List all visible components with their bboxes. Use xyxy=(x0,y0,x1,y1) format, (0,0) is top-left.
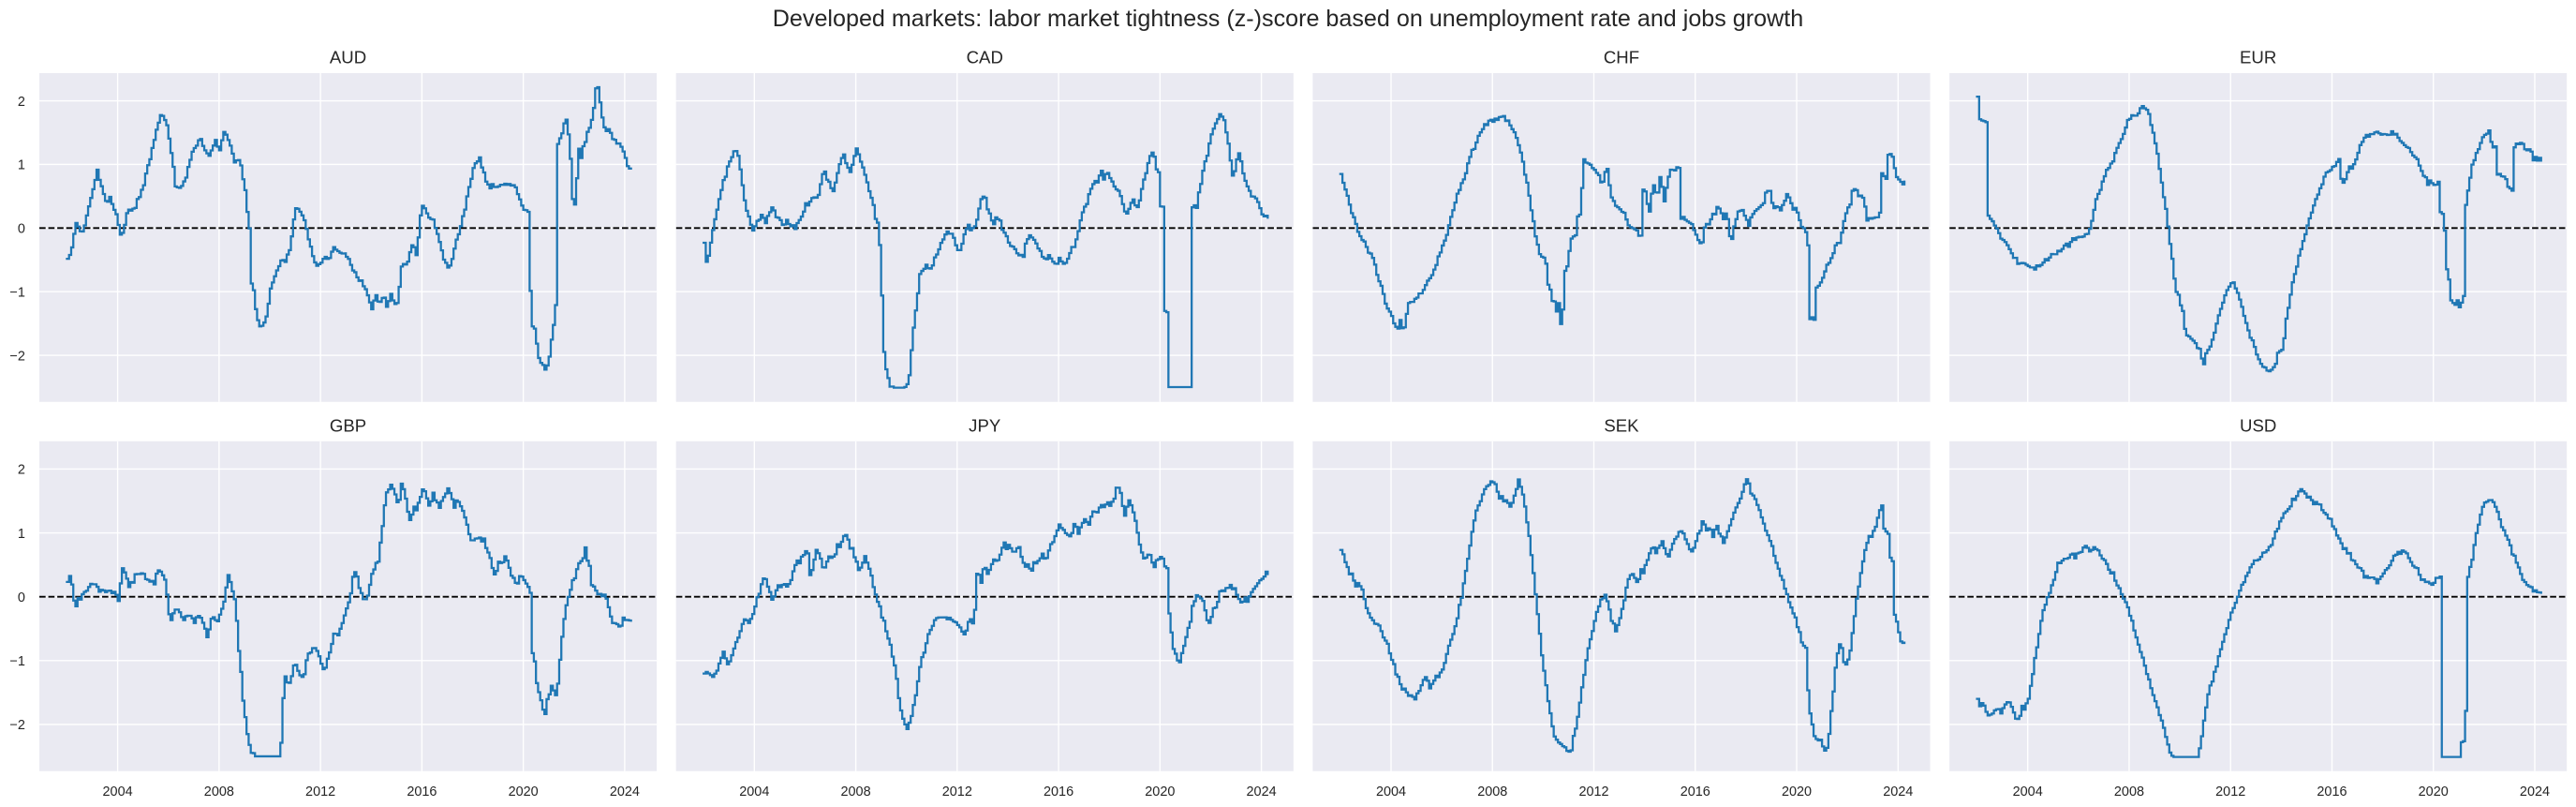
svg-text:2012: 2012 xyxy=(1578,785,1608,800)
svg-text:2016: 2016 xyxy=(1044,785,1073,800)
svg-text:2012: 2012 xyxy=(2215,785,2245,800)
svg-text:2020: 2020 xyxy=(509,785,539,800)
svg-text:2024: 2024 xyxy=(2520,785,2550,800)
svg-text:2008: 2008 xyxy=(204,785,234,800)
svg-text:2008: 2008 xyxy=(840,785,870,800)
svg-text:−2: −2 xyxy=(9,718,24,733)
svg-text:0: 0 xyxy=(18,222,25,237)
svg-text:2016: 2016 xyxy=(1680,785,1710,800)
svg-text:2020: 2020 xyxy=(1782,785,1812,800)
svg-text:2016: 2016 xyxy=(407,785,437,800)
svg-text:CAD: CAD xyxy=(967,48,1003,67)
svg-text:EUR: EUR xyxy=(2240,48,2276,67)
svg-text:1: 1 xyxy=(18,527,25,542)
svg-text:2004: 2004 xyxy=(103,785,133,800)
svg-text:−1: −1 xyxy=(9,285,24,300)
svg-text:2020: 2020 xyxy=(1145,785,1175,800)
svg-text:Developed markets: labor marke: Developed markets: labor market tightnes… xyxy=(773,6,1803,32)
svg-text:2024: 2024 xyxy=(610,785,640,800)
svg-text:2024: 2024 xyxy=(1883,785,1913,800)
svg-text:SEK: SEK xyxy=(1604,416,1639,436)
svg-text:2016: 2016 xyxy=(2317,785,2347,800)
svg-text:−1: −1 xyxy=(9,654,24,669)
svg-text:2012: 2012 xyxy=(305,785,335,800)
svg-text:2012: 2012 xyxy=(942,785,972,800)
svg-text:AUD: AUD xyxy=(330,48,366,67)
svg-text:2020: 2020 xyxy=(2419,785,2449,800)
svg-text:2: 2 xyxy=(18,95,25,110)
svg-text:2008: 2008 xyxy=(2114,785,2144,800)
svg-text:2008: 2008 xyxy=(1477,785,1507,800)
svg-text:USD: USD xyxy=(2240,416,2276,436)
svg-text:−2: −2 xyxy=(9,349,24,364)
svg-text:1: 1 xyxy=(18,158,25,173)
svg-text:CHF: CHF xyxy=(1604,48,1639,67)
svg-text:2024: 2024 xyxy=(1247,785,1277,800)
svg-text:2004: 2004 xyxy=(1376,785,1406,800)
svg-text:2: 2 xyxy=(18,463,25,478)
svg-text:2004: 2004 xyxy=(2013,785,2043,800)
svg-text:JPY: JPY xyxy=(969,416,1000,436)
svg-text:2004: 2004 xyxy=(739,785,769,800)
svg-text:GBP: GBP xyxy=(330,416,366,436)
svg-text:0: 0 xyxy=(18,590,25,605)
